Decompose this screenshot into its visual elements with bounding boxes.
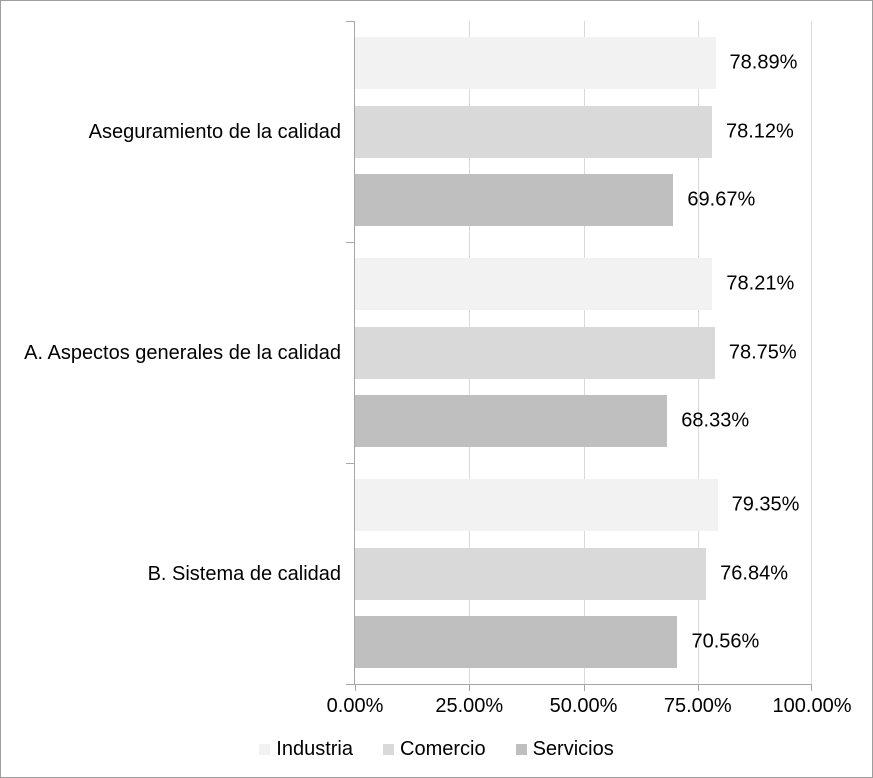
y-axis-tick	[346, 463, 355, 464]
bar-value-label: 79.35%	[731, 493, 800, 516]
plot-area: 78.89% 78.12% 69.67% 78.21% 78.75% 68.33…	[354, 21, 812, 691]
y-axis-tick	[346, 242, 355, 243]
gridline-100	[811, 21, 812, 684]
bar-industria: 78.89%	[355, 37, 797, 89]
legend-item-industria: Industria	[259, 738, 353, 761]
x-tick-label-0: 0.00%	[326, 695, 384, 717]
bar-value-label: 69.67%	[687, 188, 756, 211]
bar-value-label: 78.12%	[726, 120, 794, 142]
x-tick-label-100: 100.00%	[772, 695, 852, 717]
bar-industria: 79.35%	[355, 479, 799, 531]
x-axis-tick	[697, 684, 699, 691]
legend-swatch-icon	[383, 743, 394, 755]
category-label-sistema-calidad: B. Sistema de calidad	[147, 562, 341, 585]
bar-value-label: 76.84%	[720, 562, 788, 584]
bar-group-aseguramiento: 78.89% 78.12% 69.67%	[355, 21, 812, 242]
legend-label: Industria	[276, 737, 353, 760]
bar-servicios: 69.67%	[355, 174, 755, 226]
legend-item-comercio: Comercio	[383, 738, 486, 761]
bar-value-label: 78.75%	[728, 341, 797, 363]
bar-servicios: 70.56%	[355, 616, 759, 668]
bar-value-label: 78.21%	[726, 272, 795, 295]
y-axis-tick	[346, 684, 355, 685]
bar-comercio: 76.84%	[355, 547, 788, 600]
bar-value-label: 68.33%	[681, 409, 750, 432]
bar-value-label: 78.89%	[729, 51, 798, 74]
legend: Industria Comercio Servicios	[1, 736, 872, 762]
x-axis-tick	[355, 684, 356, 691]
x-axis-tick	[469, 684, 471, 691]
legend-item-servicios: Servicios	[515, 737, 614, 761]
x-tick-label-25: 25.00%	[435, 695, 504, 717]
bar-group-sistema-calidad: 79.35% 76.84% 70.56%	[355, 463, 812, 684]
legend-swatch-icon	[515, 743, 527, 755]
x-axis-tick	[583, 684, 585, 691]
bar-group-aspectos-generales: 78.21% 78.75% 68.33%	[355, 242, 812, 463]
legend-label: Servicios	[532, 737, 614, 760]
x-axis-tick	[811, 684, 812, 691]
bar-comercio: 78.12%	[355, 105, 794, 158]
y-axis-tick	[346, 21, 355, 22]
legend-label: Comercio	[400, 737, 486, 760]
x-tick-label-50: 50.00%	[549, 695, 618, 717]
bar-comercio: 78.75%	[355, 326, 797, 379]
category-label-aseguramiento: Aseguramiento de la calidad	[88, 120, 341, 143]
x-axis-labels: 0.00% 25.00% 50.00% 75.00% 100.00%	[327, 695, 852, 719]
legend-swatch-icon	[259, 743, 271, 755]
x-tick-label-75: 75.00%	[663, 695, 732, 717]
category-label-aspectos-generales: A. Aspectos generales de la calidad	[24, 341, 341, 364]
bar-value-label: 70.56%	[691, 630, 760, 653]
bar-industria: 78.21%	[355, 258, 794, 310]
bar-servicios: 68.33%	[355, 395, 749, 447]
